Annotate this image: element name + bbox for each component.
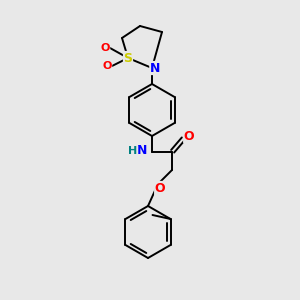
- Text: O: O: [184, 130, 194, 142]
- Text: N: N: [150, 61, 160, 74]
- Text: H: H: [128, 146, 138, 156]
- Text: O: O: [155, 182, 165, 194]
- Text: O: O: [102, 61, 112, 71]
- Text: N: N: [137, 145, 147, 158]
- Text: S: S: [124, 52, 133, 64]
- Text: O: O: [100, 43, 110, 53]
